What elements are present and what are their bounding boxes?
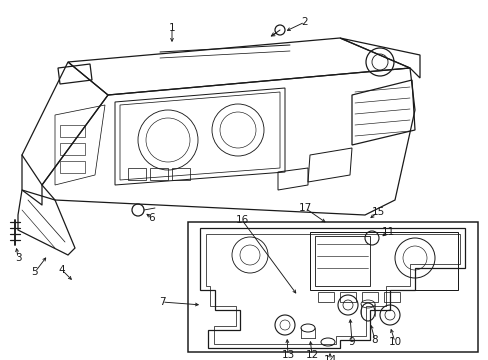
Text: 7: 7 (159, 297, 165, 307)
Text: 5: 5 (32, 267, 38, 277)
Text: 6: 6 (148, 213, 155, 223)
Text: 2: 2 (301, 17, 307, 27)
Text: 16: 16 (235, 215, 248, 225)
Text: 3: 3 (15, 253, 21, 263)
Text: 4: 4 (59, 265, 65, 275)
Bar (339, 292, 355, 302)
Bar (309, 232, 457, 290)
Text: 10: 10 (387, 337, 401, 347)
Bar (60, 125, 85, 137)
Bar (361, 292, 377, 302)
Text: 9: 9 (348, 337, 355, 347)
Text: 15: 15 (370, 207, 384, 217)
Text: 17: 17 (298, 203, 311, 213)
Text: 12: 12 (305, 350, 318, 360)
Bar (187, 222, 477, 352)
Text: 14: 14 (323, 355, 336, 360)
Bar (150, 168, 168, 180)
Text: 13: 13 (281, 350, 294, 360)
Text: 1: 1 (168, 23, 175, 33)
Bar (128, 168, 146, 180)
Bar (60, 161, 85, 173)
Text: 11: 11 (381, 227, 394, 237)
Bar (172, 168, 190, 180)
Bar (383, 292, 399, 302)
Text: 8: 8 (371, 335, 378, 345)
Bar (317, 292, 333, 302)
Bar (60, 143, 85, 155)
Bar (314, 236, 369, 286)
